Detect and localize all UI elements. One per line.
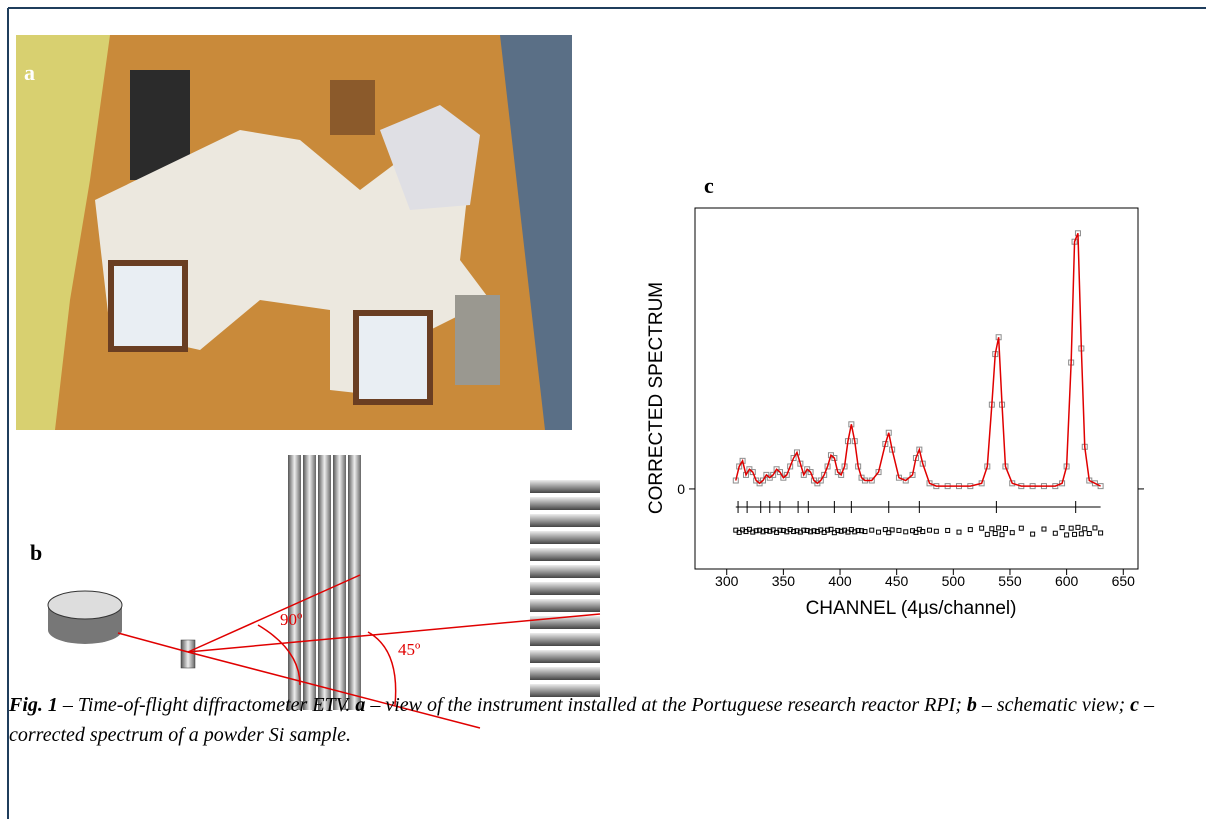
difference-point (1083, 527, 1087, 531)
difference-point (1053, 531, 1057, 535)
difference-point (877, 530, 881, 534)
plot-frame (695, 208, 1138, 569)
caption-text: b (967, 694, 977, 716)
panel-label: a (24, 60, 35, 85)
angle-label: 90º (280, 610, 302, 629)
difference-point (1099, 531, 1103, 535)
x-tick-label: 600 (1055, 573, 1079, 589)
difference-point (990, 527, 994, 531)
panel-label: c (704, 173, 714, 198)
difference-point (904, 530, 908, 534)
difference-point (946, 528, 950, 532)
difference-point (1093, 526, 1097, 530)
photo: a (16, 35, 572, 430)
difference-point (1079, 532, 1083, 536)
difference-point (1069, 526, 1073, 530)
difference-point (1031, 532, 1035, 536)
difference-point (993, 532, 997, 536)
page: a b (0, 0, 1206, 819)
caption-text: – Time-of-flight diffractometer ETV. (58, 694, 355, 716)
difference-point (897, 528, 901, 532)
difference-point (1000, 533, 1004, 537)
x-axis-label: CHANNEL (4µs/channel) (806, 598, 1017, 619)
caption-text: – schematic view; (977, 694, 1130, 716)
difference-point (1010, 531, 1014, 535)
difference-point (1060, 526, 1064, 530)
x-tick-label: 400 (828, 573, 852, 589)
x-tick-label: 650 (1112, 573, 1136, 589)
difference-point (1073, 532, 1077, 536)
x-tick-label: 450 (885, 573, 909, 589)
difference-point (980, 526, 984, 530)
angle-label: 45º (398, 640, 420, 659)
fit-line (736, 233, 1101, 486)
difference-point (934, 529, 938, 533)
difference-point (985, 532, 989, 536)
difference-point (1087, 532, 1091, 536)
caption-text: a (355, 694, 365, 716)
difference-point (997, 526, 1001, 530)
x-tick-label: 500 (942, 573, 966, 589)
difference-point (870, 528, 874, 532)
difference-point (1076, 525, 1080, 529)
y-axis-label: CORRECTED SPECTRUM (646, 282, 667, 514)
x-tick-label: 350 (772, 573, 796, 589)
schematic: b 90º 45º (30, 455, 600, 728)
difference-point (1003, 526, 1007, 530)
x-tick-label: 550 (998, 573, 1022, 589)
difference-point (1065, 533, 1069, 537)
panel-label: b (30, 540, 42, 565)
caption-text: c (1130, 694, 1139, 716)
caption-text: Fig. 1 (9, 694, 58, 716)
y-tick-label: 0 (677, 481, 685, 497)
difference-point (968, 528, 972, 532)
difference-point (1042, 527, 1046, 531)
difference-point (957, 530, 961, 534)
caption: Fig. 1 – Time-of-flight diffractometer E… (9, 690, 1206, 750)
difference-point (1019, 526, 1023, 530)
x-tick-label: 300 (715, 573, 739, 589)
difference-point (928, 528, 932, 532)
caption-text: – view of the instrument installed at th… (365, 694, 967, 716)
